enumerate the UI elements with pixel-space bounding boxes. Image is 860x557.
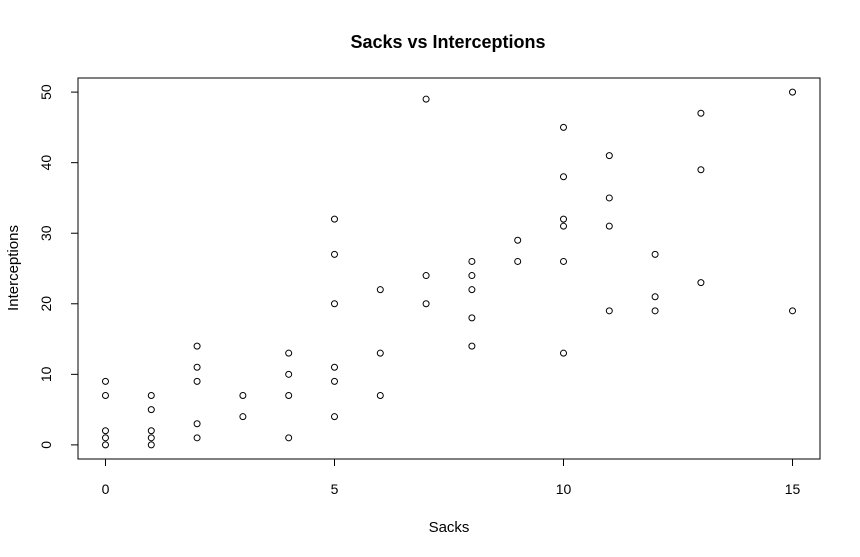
data-point xyxy=(651,250,659,258)
data-point xyxy=(605,222,613,230)
data-point xyxy=(193,363,201,371)
data-point xyxy=(468,272,476,280)
data-point xyxy=(422,95,430,103)
x-tick-label: 5 xyxy=(331,481,339,497)
data-point xyxy=(605,152,613,160)
data-point xyxy=(560,215,568,223)
data-point xyxy=(239,392,247,399)
data-point xyxy=(239,413,247,421)
y-tick-label: 50 xyxy=(38,84,54,100)
data-point xyxy=(193,434,201,442)
x-tick-label: 15 xyxy=(785,481,801,497)
data-point xyxy=(147,406,155,414)
data-point xyxy=(147,427,155,435)
data-point xyxy=(560,173,568,181)
data-point xyxy=(651,307,659,315)
data-point xyxy=(285,392,293,399)
data-point xyxy=(330,215,338,223)
data-point xyxy=(376,349,384,357)
data-point xyxy=(193,420,201,428)
data-point xyxy=(101,377,109,385)
y-tick-label: 30 xyxy=(38,225,54,241)
data-point xyxy=(330,363,338,371)
data-point xyxy=(376,392,384,399)
y-tick-label: 0 xyxy=(38,441,54,449)
x-tick-label: 10 xyxy=(556,481,572,497)
x-axis-label: Sacks xyxy=(429,519,470,536)
data-point xyxy=(605,307,613,315)
data-point xyxy=(560,349,568,357)
data-points xyxy=(101,88,797,449)
x-axis: 0 5 10 15 xyxy=(102,458,801,497)
data-point xyxy=(330,413,338,421)
data-point xyxy=(697,109,705,117)
data-point xyxy=(330,250,338,258)
data-point xyxy=(101,392,109,399)
y-tick-label: 40 xyxy=(38,155,54,171)
data-point xyxy=(147,392,155,399)
data-point xyxy=(468,286,476,294)
data-point xyxy=(147,434,155,442)
data-point xyxy=(651,293,659,301)
data-point xyxy=(101,441,109,449)
data-point xyxy=(468,257,476,265)
data-point xyxy=(697,279,705,287)
data-point xyxy=(468,314,476,322)
x-tick-label: 0 xyxy=(102,481,110,497)
data-point xyxy=(514,257,522,265)
data-point xyxy=(193,377,201,385)
data-point xyxy=(422,272,430,280)
data-point xyxy=(285,370,293,378)
data-point xyxy=(422,300,430,308)
data-point xyxy=(789,88,797,96)
data-point xyxy=(514,236,522,244)
data-point xyxy=(560,222,568,230)
data-point xyxy=(193,342,201,350)
y-axis-label: Interceptions xyxy=(5,225,22,311)
chart-title: Sacks vs Interceptions xyxy=(350,32,545,52)
data-point xyxy=(285,434,293,442)
data-point xyxy=(101,427,109,435)
data-point xyxy=(101,434,109,442)
data-point xyxy=(468,342,476,350)
data-point xyxy=(330,300,338,308)
y-tick-label: 10 xyxy=(38,366,54,382)
data-point xyxy=(560,123,568,131)
data-point xyxy=(605,194,613,202)
data-point xyxy=(560,257,568,265)
plot-frame xyxy=(77,77,821,460)
y-tick-label: 20 xyxy=(38,296,54,312)
data-point xyxy=(285,349,293,357)
data-point xyxy=(376,286,384,294)
data-point xyxy=(330,377,338,385)
data-point xyxy=(789,307,797,315)
y-axis: 0 10 20 30 40 50 xyxy=(38,84,79,449)
data-point xyxy=(147,441,155,449)
data-point xyxy=(697,166,705,174)
